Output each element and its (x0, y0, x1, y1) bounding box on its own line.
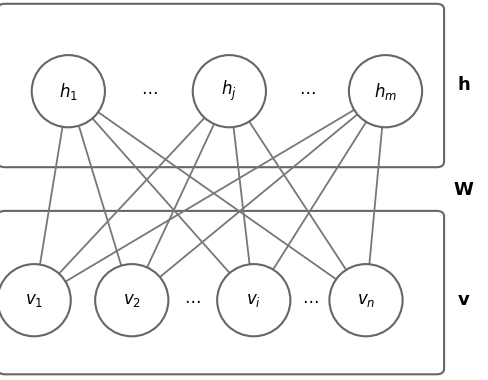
Text: $\cdots$: $\cdots$ (184, 291, 201, 309)
Text: W: W (454, 181, 473, 199)
Ellipse shape (95, 264, 168, 336)
FancyBboxPatch shape (0, 4, 444, 167)
Text: $v_1$: $v_1$ (25, 291, 43, 309)
Ellipse shape (193, 55, 266, 127)
Text: $\cdots$: $\cdots$ (141, 82, 157, 100)
Text: $h_1$: $h_1$ (59, 81, 78, 102)
Text: $v_n$: $v_n$ (357, 291, 375, 309)
FancyBboxPatch shape (0, 211, 444, 374)
Text: $\cdots$: $\cdots$ (302, 291, 318, 309)
Text: $\cdots$: $\cdots$ (299, 82, 316, 100)
Ellipse shape (0, 264, 71, 336)
Text: $h_j$: $h_j$ (222, 79, 237, 103)
Text: $h_m$: $h_m$ (374, 81, 397, 102)
Ellipse shape (217, 264, 290, 336)
Text: $v_i$: $v_i$ (246, 291, 261, 309)
Ellipse shape (349, 55, 422, 127)
Text: v: v (458, 291, 469, 309)
Ellipse shape (329, 264, 403, 336)
Text: h: h (457, 76, 470, 95)
Text: $v_2$: $v_2$ (122, 291, 141, 309)
Ellipse shape (32, 55, 105, 127)
